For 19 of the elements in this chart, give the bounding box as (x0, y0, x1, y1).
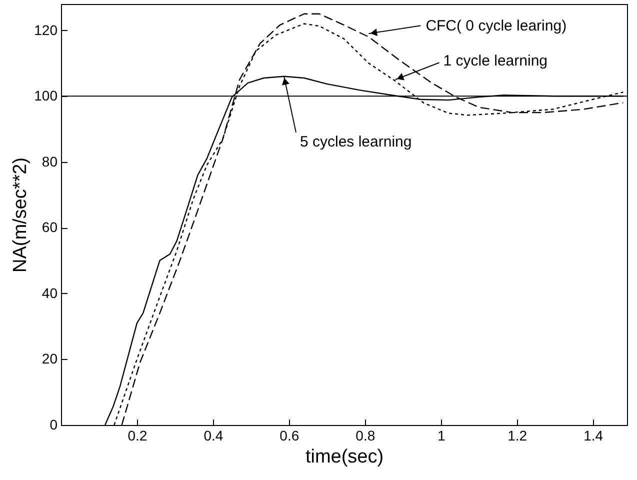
x-tick-label: 1 (437, 428, 446, 444)
y-axis-title: NA(m/sec**2) (10, 157, 32, 273)
x-tick-label: 0.6 (280, 428, 300, 444)
y-tick-label: 40 (42, 284, 58, 301)
annotation: CFC( 0 cycle learing) (426, 18, 567, 35)
x-tick-label: 0.2 (128, 428, 148, 444)
x-tick-label: 0.4 (204, 428, 224, 444)
x-tick-label: 1.4 (584, 428, 604, 444)
y-tick-label: 100 (34, 88, 58, 104)
annotation: 1 cycle learning (443, 52, 548, 70)
x-tick-label: 1.2 (508, 428, 528, 444)
annotation: 5 cycles learning (300, 133, 412, 150)
y-tick-label: 80 (42, 153, 58, 170)
y-tick-label: 0 (50, 416, 58, 432)
x-tick-label: 0.8 (356, 428, 376, 444)
y-tick-label: 120 (34, 22, 58, 38)
x-axis-title: time(sec) (305, 446, 384, 468)
y-tick-label: 60 (42, 219, 58, 236)
y-tick-label: 20 (42, 350, 58, 367)
